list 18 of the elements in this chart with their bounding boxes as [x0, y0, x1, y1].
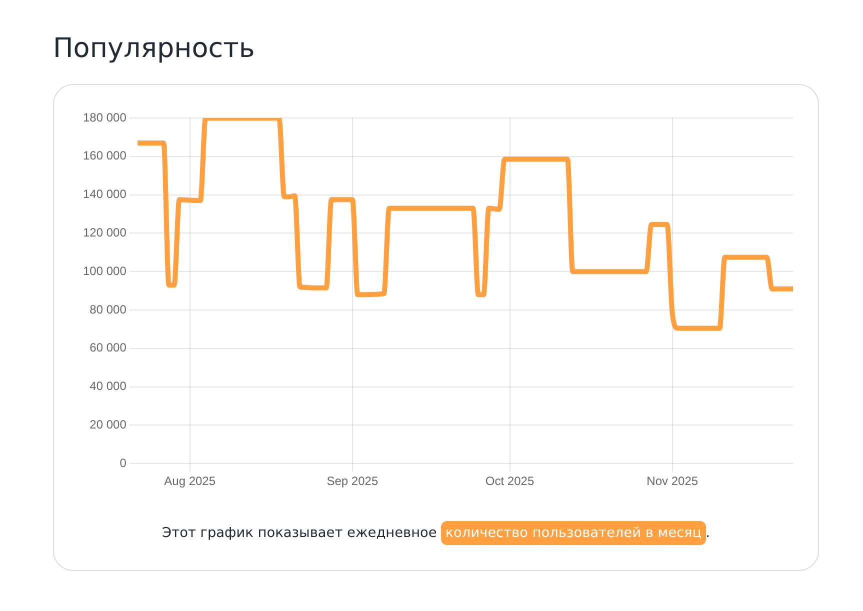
y-tick-label: 80 000 [90, 302, 127, 316]
y-tick-label: 40 000 [90, 379, 127, 394]
y-tick-label: 60 000 [90, 340, 127, 355]
y-tick-label: 140 000 [82, 187, 127, 202]
chart-title: Популярность [53, 33, 255, 64]
text: . [706, 525, 710, 541]
y-tick-label: 160 000 [82, 148, 127, 163]
y-tick-label: 180 000 [82, 110, 127, 124]
x-tick-label: Sep 2025 [326, 474, 378, 488]
x-tick-label: Aug 2025 [164, 474, 216, 488]
x-tick-label: Oct 2025 [485, 474, 534, 488]
y-tick-label: 120 000 [82, 226, 127, 240]
y-tick-label: 100 000 [82, 264, 127, 278]
x-tick-label: Nov 2025 [646, 474, 698, 488]
y-tick-label: 20 000 [90, 418, 127, 432]
text: Этот график показывает ежедневное [162, 525, 437, 541]
text: количество пользователей в месяц [441, 521, 706, 545]
y-tick-label: 0 [120, 456, 127, 470]
